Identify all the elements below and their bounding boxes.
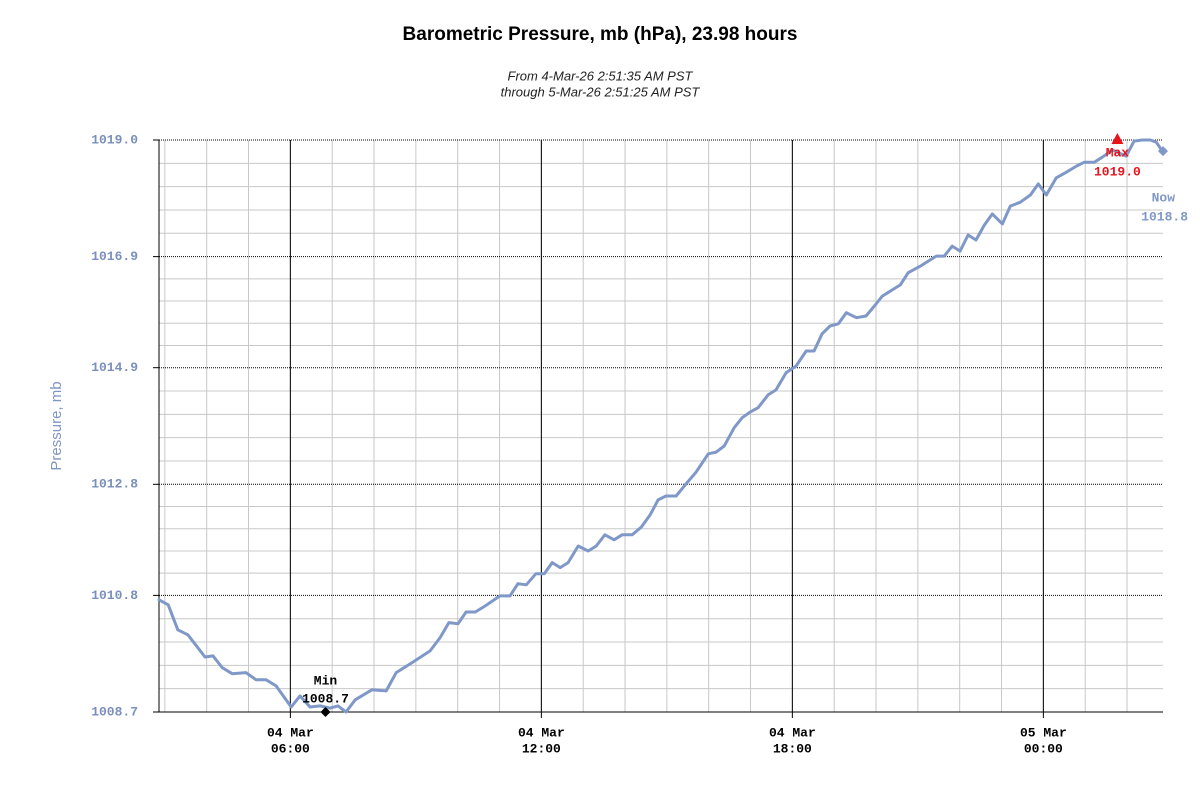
marker <box>320 707 331 717</box>
y-tick-label: 1016.9 <box>91 249 138 264</box>
annotation-value: 1019.0 <box>1094 164 1141 179</box>
y-axis-label: Pressure, mb <box>48 381 65 470</box>
annotation-label: Min <box>314 673 338 688</box>
y-tick-label: 1019.0 <box>91 132 138 147</box>
line-series <box>157 138 1165 714</box>
y-tick-label: 1008.7 <box>91 704 138 719</box>
chart-title: Barometric Pressure, mb (hPa), 23.98 hou… <box>403 24 798 45</box>
y-tick-label: 1014.9 <box>91 360 138 375</box>
y-tick-label: 1010.8 <box>91 588 138 603</box>
annotation-value: 1018.8 <box>1141 210 1188 225</box>
y-tick-label: 1012.8 <box>91 477 138 492</box>
marker <box>1158 146 1168 157</box>
subtitle: through 5-Mar-26 2:51:25 AM PST <box>501 84 701 99</box>
x-tick-label: 18:00 <box>773 741 812 756</box>
x-tick-label: 12:00 <box>522 741 561 756</box>
x-tick-label: 04 Mar <box>769 725 816 740</box>
annotation-label: Now <box>1152 191 1176 206</box>
x-tick-label: 00:00 <box>1024 741 1063 756</box>
x-tick-label: 05 Mar <box>1020 725 1067 740</box>
x-tick-label: 04 Mar <box>518 725 565 740</box>
x-tick-label: 04 Mar <box>267 725 314 740</box>
subtitle: From 4-Mar-26 2:51:35 AM PST <box>508 68 694 83</box>
annotation-label: Max <box>1106 145 1130 160</box>
annotation-value: 1008.7 <box>302 691 349 706</box>
max-marker <box>1111 133 1124 144</box>
x-tick-label: 06:00 <box>271 741 310 756</box>
